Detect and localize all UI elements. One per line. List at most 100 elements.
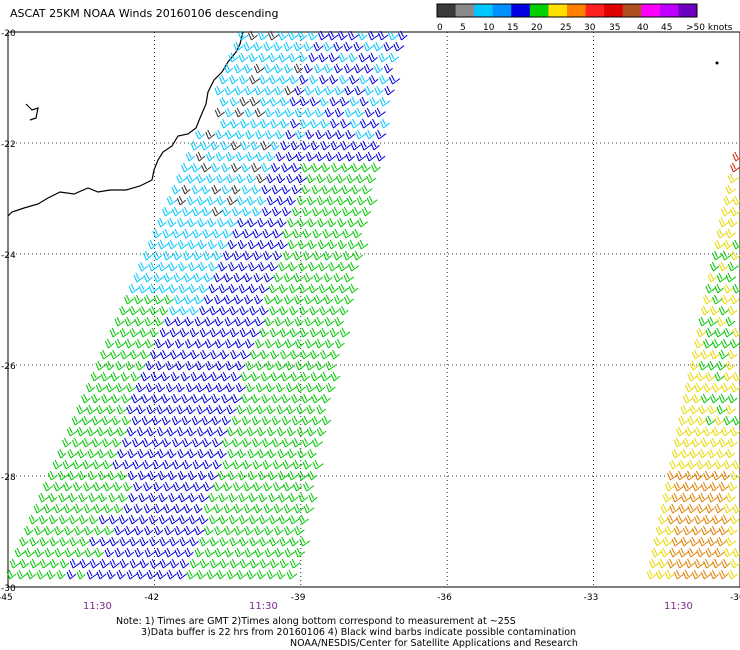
wind-barb xyxy=(685,558,695,569)
wind-barb xyxy=(251,206,262,217)
wind-barb xyxy=(190,371,202,382)
wind-barb xyxy=(269,74,281,85)
wind-barb xyxy=(238,30,249,41)
wind-barb xyxy=(721,382,731,393)
wind-barb xyxy=(335,151,347,162)
wind-barb xyxy=(261,415,272,426)
wind-barb xyxy=(651,547,662,558)
wind-barb xyxy=(157,448,169,459)
wind-barb xyxy=(360,140,372,151)
wind-barb xyxy=(361,162,371,173)
wind-barb xyxy=(730,294,740,305)
wind-barb xyxy=(725,360,736,371)
wind-barb xyxy=(251,184,261,195)
wind-barb xyxy=(698,448,708,459)
wind-barb xyxy=(277,239,289,250)
wind-barb xyxy=(228,261,239,272)
wind-barb xyxy=(359,74,370,85)
wind-barb xyxy=(24,547,36,558)
wind-barb xyxy=(81,415,93,426)
wind-barb xyxy=(189,305,199,316)
wind-barb xyxy=(297,470,309,481)
wind-barb xyxy=(211,393,221,404)
wind-barb xyxy=(224,547,234,558)
wind-barb xyxy=(730,514,740,525)
wind-barb xyxy=(723,239,734,250)
wind-barb xyxy=(110,371,120,382)
wind-barb xyxy=(88,492,100,503)
wind-barb xyxy=(69,558,81,569)
wind-barb xyxy=(152,250,163,261)
wind-barb xyxy=(214,85,225,96)
wind-barb xyxy=(273,41,283,52)
wind-barb xyxy=(211,206,223,217)
wind-barb xyxy=(267,470,278,481)
wind-barb xyxy=(707,360,718,371)
wind-barb xyxy=(246,173,257,184)
wind-barb xyxy=(310,118,321,129)
wind-barb xyxy=(169,558,180,569)
wind-barb xyxy=(161,206,173,217)
wind-barb xyxy=(383,41,394,52)
wind-barb xyxy=(673,437,685,448)
wind-barb xyxy=(333,294,344,305)
wind-speed-legend: 0 5 10 15 20 25 30 35 40 45 >50 knots xyxy=(436,3,733,33)
wind-barb xyxy=(732,415,740,426)
wind-barb xyxy=(234,338,246,349)
wind-barb xyxy=(190,140,202,151)
wind-barb xyxy=(286,404,297,415)
wind-barb xyxy=(298,492,309,503)
wind-barb xyxy=(194,316,206,327)
wind-barb xyxy=(143,481,153,492)
wind-barb xyxy=(49,558,60,569)
wind-barb xyxy=(203,294,214,305)
wind-barb xyxy=(274,316,285,327)
wind-barb xyxy=(219,96,229,107)
wind-barb xyxy=(76,404,88,415)
wind-barb xyxy=(207,448,219,459)
wind-barb xyxy=(682,569,693,580)
wind-barb xyxy=(224,107,235,118)
wind-barb xyxy=(669,547,680,558)
wind-barb xyxy=(284,85,296,96)
wind-barb xyxy=(305,360,317,371)
wind-barb xyxy=(712,250,724,261)
wind-barb xyxy=(136,569,147,580)
wind-barb xyxy=(163,272,174,283)
wind-barb xyxy=(239,74,250,85)
wind-barb xyxy=(255,129,266,140)
wind-barb xyxy=(256,173,267,184)
wind-barb xyxy=(671,492,682,503)
wind-barb xyxy=(263,63,275,74)
wind-barb xyxy=(258,492,268,503)
wind-barb xyxy=(293,63,304,74)
wind-barb xyxy=(723,547,734,558)
wind-barb xyxy=(228,52,239,63)
wind-barb xyxy=(206,569,218,580)
wind-barb xyxy=(240,118,250,129)
wind-barb xyxy=(106,426,118,437)
wind-barb xyxy=(315,151,327,162)
wind-barb xyxy=(691,525,702,536)
wind-barb xyxy=(177,448,189,459)
wind-barb xyxy=(388,30,399,41)
wind-barb xyxy=(266,426,277,437)
wind-barb xyxy=(689,360,700,371)
wind-barb xyxy=(185,360,197,371)
wind-barb xyxy=(247,217,258,228)
wind-barb xyxy=(318,283,330,294)
wind-barb xyxy=(329,96,340,107)
wind-barb xyxy=(237,217,249,228)
wind-barb xyxy=(16,569,28,580)
wind-barb xyxy=(339,96,350,107)
wind-barb xyxy=(335,129,345,140)
wind-barb xyxy=(249,536,260,547)
wind-barb xyxy=(208,492,219,503)
wind-barb xyxy=(273,63,284,74)
wind-barb xyxy=(336,195,348,206)
wind-barb xyxy=(214,525,226,536)
wind-barb xyxy=(217,217,228,228)
wind-barb xyxy=(180,371,191,382)
wind-barb xyxy=(284,547,296,558)
wind-barb xyxy=(229,96,240,107)
